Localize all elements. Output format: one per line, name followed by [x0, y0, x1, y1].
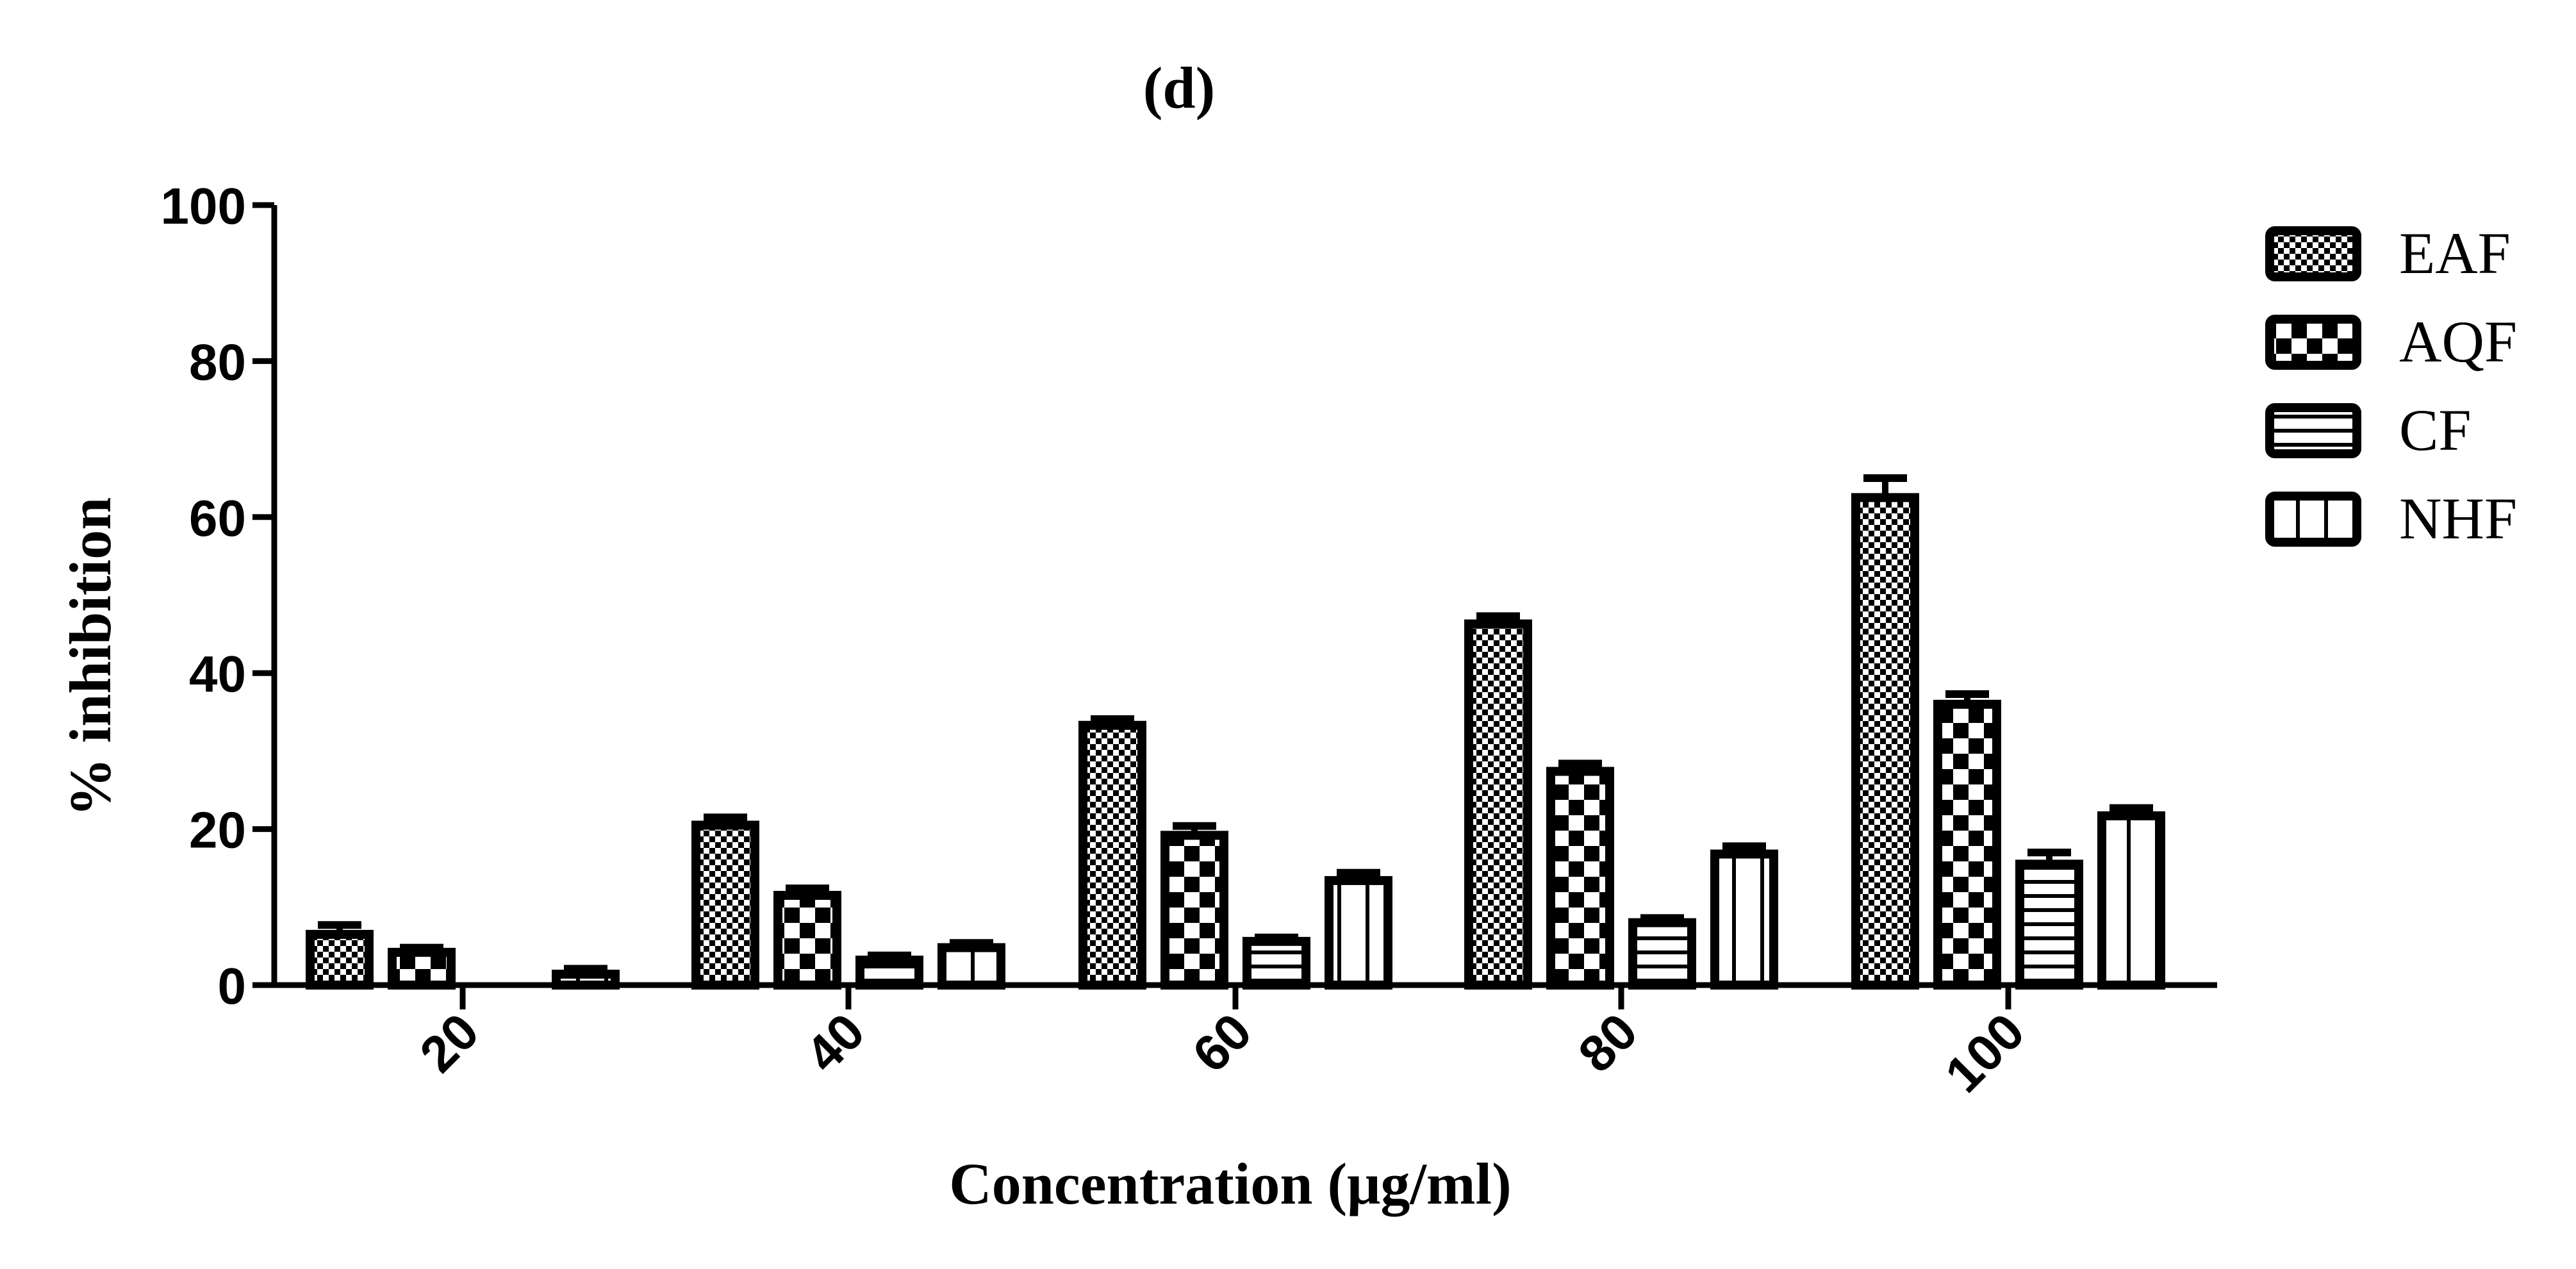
x-tick-label: 100	[1935, 1002, 2035, 1103]
legend-swatch-cf	[2265, 403, 2361, 458]
legend-label-eaf: EAF	[2399, 220, 2511, 286]
bar-cf-60	[1243, 936, 1310, 990]
legend-label-cf: CF	[2399, 397, 2472, 463]
y-tick-label: 20	[189, 802, 246, 859]
bar-cf-100	[2015, 859, 2083, 990]
bar-aqf-80	[1546, 767, 1614, 990]
plot-area: 0 20 40 60 80 100 20 40 60 80 100	[161, 178, 2217, 1103]
legend-label-aqf: AQF	[2399, 309, 2517, 374]
bar-nhf-20	[552, 969, 620, 990]
legend-swatch-aqf	[2265, 315, 2361, 370]
chart-title: (d)	[1143, 55, 1215, 120]
bar-aqf-40	[773, 891, 841, 990]
x-tick-label: 40	[795, 1002, 875, 1083]
bar-eaf-40	[691, 820, 759, 990]
x-tick-label: 60	[1182, 1002, 1262, 1083]
x-axis-label: Concentration (μg/ml)	[949, 1151, 1511, 1216]
y-tick-label: 40	[189, 645, 246, 702]
legend-swatch-eaf	[2265, 226, 2361, 281]
legend-swatch-nhf	[2265, 492, 2361, 547]
bar-nhf-40	[937, 943, 1005, 990]
x-tick-label: 80	[1567, 1002, 1648, 1083]
bar-aqf-20	[388, 947, 456, 990]
bar-cf-40	[855, 956, 923, 990]
y-tick-label: 0	[218, 958, 247, 1015]
bar-eaf-100	[1851, 493, 1919, 990]
bar-aqf-100	[1933, 699, 2001, 990]
y-axis-label: % inhibition	[58, 497, 123, 817]
legend: EAF AQF CF NHF	[2265, 220, 2517, 551]
y-tick-label: 100	[161, 178, 246, 235]
bar-nhf-80	[1710, 849, 1778, 990]
x-tick-label: 20	[409, 1002, 490, 1083]
bar-cf-80	[1628, 918, 1696, 990]
bar-eaf-80	[1464, 619, 1532, 990]
bar-eaf-20	[306, 929, 374, 990]
legend-label-nhf: NHF	[2399, 486, 2517, 551]
bar-eaf-60	[1078, 720, 1146, 990]
bar-aqf-60	[1160, 831, 1228, 990]
bar-nhf-100	[2097, 811, 2165, 990]
bar-nhf-60	[1325, 875, 1392, 990]
y-tick-label: 60	[189, 490, 246, 547]
y-tick-label: 80	[189, 333, 246, 390]
